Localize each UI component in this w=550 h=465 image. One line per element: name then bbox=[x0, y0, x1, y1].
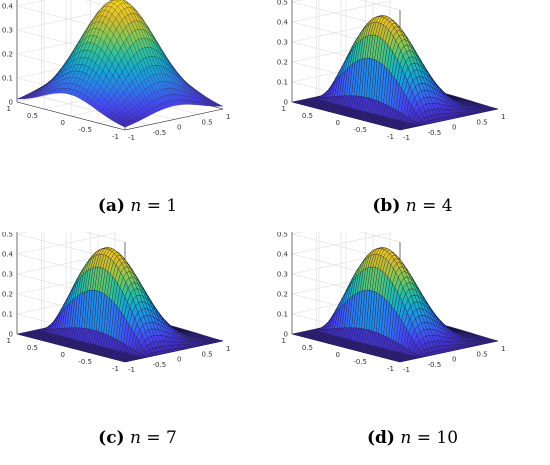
surface-plot-panel-b: 00.10.20.30.40.50.6-1-0.500.5110.50-0.5-… bbox=[275, 0, 550, 232]
caption-value-a: = 1 bbox=[141, 196, 178, 216]
x-tick-label: 0.5 bbox=[202, 118, 213, 126]
x-tick-label: 1 bbox=[501, 113, 505, 121]
grid-line bbox=[360, 232, 401, 243]
x-tick-label: 0 bbox=[177, 356, 181, 364]
y-tick-label: 0.5 bbox=[27, 112, 38, 120]
y-tick-label: 1 bbox=[282, 105, 286, 113]
x-tick-label: -0.5 bbox=[428, 129, 442, 137]
surface-plot-b: 00.10.20.30.40.50.6-1-0.500.5110.50-0.5-… bbox=[277, 0, 506, 142]
z-tick-label: 0.1 bbox=[2, 75, 13, 83]
grid-line bbox=[16, 232, 116, 255]
x-tick-label: 0 bbox=[177, 124, 181, 132]
x-tick-label: -1 bbox=[128, 134, 135, 142]
z-tick-label: 0.4 bbox=[2, 251, 14, 259]
x-tick-label: -0.5 bbox=[153, 129, 167, 137]
surface-mesh bbox=[16, 247, 224, 363]
grid-line bbox=[85, 232, 126, 243]
z-tick-label: 0 bbox=[9, 99, 13, 107]
z-tick-label: 0.1 bbox=[277, 79, 288, 87]
y-tick-label: 0.5 bbox=[302, 112, 313, 120]
surface-mesh bbox=[291, 15, 499, 131]
surface-plot-d: 00.10.20.30.40.50.6-1-0.500.5110.50-0.5-… bbox=[277, 232, 505, 374]
caption-variable-a: n bbox=[130, 196, 142, 216]
surface-cell bbox=[109, 0, 115, 2]
z-tick-label: 0.3 bbox=[2, 27, 13, 35]
surface-plot-panel-d: 00.10.20.30.40.50.6-1-0.500.5110.50-0.5-… bbox=[275, 232, 550, 464]
x-tick-label: 1 bbox=[226, 113, 230, 121]
z-tick-label: 0.2 bbox=[2, 51, 13, 59]
x-tick-label: 0.5 bbox=[202, 350, 213, 358]
caption-value-c: = 7 bbox=[140, 428, 177, 448]
caption-label-b: (b) bbox=[372, 196, 401, 216]
surface-cell bbox=[216, 104, 224, 107]
grid-line bbox=[291, 0, 391, 23]
surface-plot-c: 00.10.20.30.40.50.6-1-0.500.5110.50-0.5-… bbox=[2, 232, 231, 374]
y-tick-label: -1 bbox=[112, 133, 119, 141]
caption-c: (c) n = 7 bbox=[0, 428, 275, 448]
axis-edge bbox=[16, 101, 126, 131]
y-tick-label: -1 bbox=[112, 365, 119, 373]
x-tick-label: -1 bbox=[128, 366, 135, 374]
z-tick-label: 0.5 bbox=[2, 232, 13, 239]
x-tick-label: 1 bbox=[226, 345, 230, 353]
y-tick-label: -1 bbox=[387, 133, 394, 141]
caption-variable-b: n bbox=[405, 196, 417, 216]
y-tick-label: -0.5 bbox=[353, 126, 367, 134]
grid-line bbox=[360, 0, 401, 11]
z-tick-label: 0.4 bbox=[2, 3, 14, 11]
grid-line bbox=[16, 0, 47, 7]
x-tick-label: -1 bbox=[403, 134, 410, 142]
y-tick-label: 0 bbox=[61, 351, 65, 359]
z-tick-label: 0.2 bbox=[2, 291, 13, 299]
surface-cell bbox=[217, 340, 224, 342]
caption-value-b: = 4 bbox=[416, 196, 453, 216]
caption-a: (a) n = 1 bbox=[0, 196, 275, 216]
grid-line bbox=[291, 232, 391, 255]
tick-labels: 00.10.20.30.40.50.6-1-0.500.5110.50-0.5-… bbox=[2, 232, 231, 374]
x-tick-label: 0.5 bbox=[477, 118, 488, 126]
z-tick-label: 0.4 bbox=[277, 19, 289, 27]
z-tick-label: 0.3 bbox=[2, 271, 13, 279]
surface-mesh bbox=[16, 0, 224, 128]
y-tick-label: 1 bbox=[7, 105, 11, 113]
caption-variable-c: n bbox=[130, 428, 141, 448]
z-tick-label: 0.3 bbox=[277, 39, 288, 47]
z-tick-label: 0.5 bbox=[277, 0, 288, 7]
axis-edge bbox=[124, 108, 224, 131]
caption-b: (b) n = 4 bbox=[275, 196, 550, 216]
z-tick-label: 0.1 bbox=[2, 311, 13, 319]
x-tick-label: -0.5 bbox=[153, 361, 167, 369]
x-tick-label: 0 bbox=[452, 124, 456, 132]
caption-label-c: (c) bbox=[98, 428, 125, 448]
surface-cell bbox=[492, 108, 499, 110]
y-tick-label: -0.5 bbox=[78, 358, 92, 366]
y-tick-label: 0 bbox=[336, 119, 340, 127]
z-tick-label: 0 bbox=[284, 99, 288, 107]
y-tick-label: 1 bbox=[7, 337, 11, 345]
z-tick-label: 0.2 bbox=[277, 59, 288, 67]
y-tick-label: -0.5 bbox=[78, 126, 92, 134]
caption-label-a: (a) bbox=[97, 196, 125, 216]
z-tick-label: 0 bbox=[9, 331, 13, 339]
y-tick-label: 0.5 bbox=[27, 344, 38, 352]
y-tick-label: 0 bbox=[61, 119, 65, 127]
surface-plot-panel-c: 00.10.20.30.40.50.6-1-0.500.5110.50-0.5-… bbox=[0, 232, 275, 464]
tick-labels: 00.10.20.30.40.50.6-1-0.500.5110.50-0.5-… bbox=[277, 0, 506, 142]
surface-mesh bbox=[291, 247, 499, 363]
